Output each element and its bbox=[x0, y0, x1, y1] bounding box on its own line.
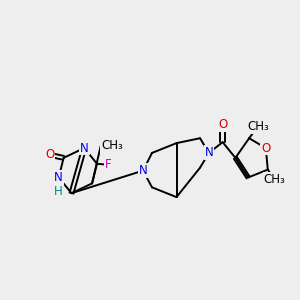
Text: O: O bbox=[218, 118, 227, 131]
Text: CH₃: CH₃ bbox=[101, 139, 123, 152]
Text: O: O bbox=[45, 148, 55, 161]
Text: H: H bbox=[54, 185, 63, 198]
Text: N: N bbox=[139, 164, 148, 177]
Text: N: N bbox=[80, 142, 88, 154]
Text: O: O bbox=[261, 142, 270, 154]
Text: F: F bbox=[104, 158, 111, 171]
Text: N: N bbox=[54, 171, 63, 184]
Text: N: N bbox=[205, 146, 213, 159]
Text: CH₃: CH₃ bbox=[247, 120, 269, 133]
Text: CH₃: CH₃ bbox=[264, 173, 286, 186]
